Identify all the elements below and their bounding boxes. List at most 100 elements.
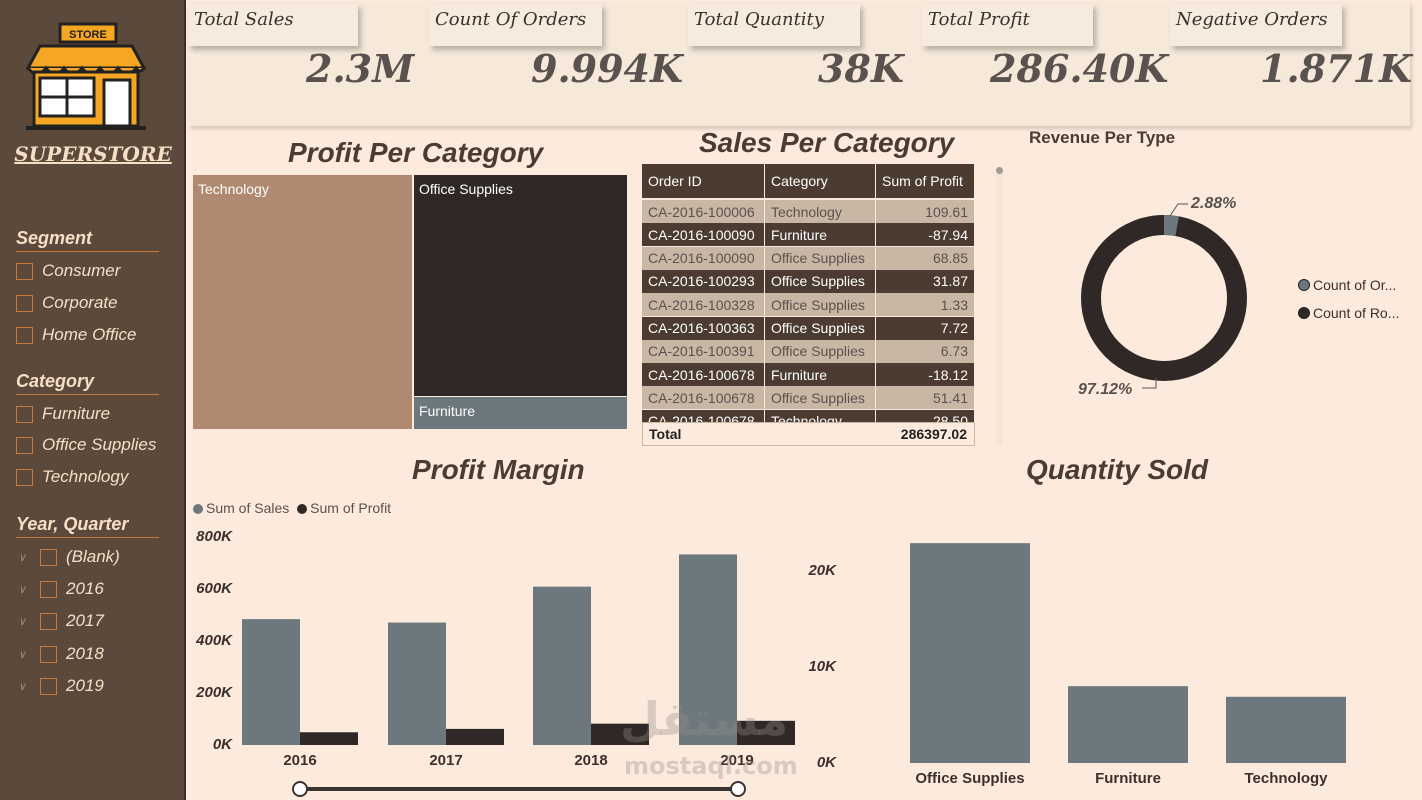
table-row[interactable]: CA-2016-100006 Technology 109.61 — [642, 200, 975, 223]
cell-order-id: CA-2016-100293 — [642, 269, 765, 293]
checkbox[interactable] — [40, 548, 57, 566]
cell-category: Office Supplies — [765, 316, 876, 340]
option-label: 2018 — [66, 644, 104, 663]
year-option-2019[interactable]: ∨ 2019 — [16, 675, 104, 697]
table-row[interactable]: CA-2016-100391 Office Supplies 6.73 — [642, 339, 975, 363]
checkbox[interactable] — [40, 645, 57, 663]
y-tick-label: 400K — [196, 632, 232, 649]
legend-item-count-of-rows[interactable]: Count of Ro... — [1298, 305, 1399, 321]
column-header-order-id[interactable]: Order ID — [642, 164, 765, 198]
checkbox[interactable] — [40, 580, 57, 598]
table-row[interactable]: CA-2016-100293 Office Supplies 31.87 — [642, 269, 975, 293]
cell-sum-of-profit: -87.94 — [876, 223, 975, 247]
sales-per-category-title: Sales Per Category — [699, 127, 955, 158]
option-label: Furniture — [42, 404, 111, 423]
treemap-cell-furniture[interactable]: Furniture — [414, 397, 627, 429]
cell-order-id: CA-2016-100006 — [642, 200, 765, 223]
treemap-cell-technology[interactable]: Technology — [193, 175, 412, 429]
chevron-down-icon[interactable]: ∨ — [17, 648, 27, 661]
checkbox[interactable] — [16, 436, 33, 454]
kpi-value-total-profit: 286.40K — [990, 46, 1169, 91]
x-tick-label: 2016 — [283, 752, 317, 769]
donut-slice-count-of-rows[interactable] — [1081, 215, 1247, 381]
year-option-2018[interactable]: ∨ 2018 — [16, 643, 104, 665]
kpi-label-total-sales: Total Sales — [188, 4, 358, 46]
chevron-down-icon[interactable]: ∨ — [17, 680, 27, 693]
cell-order-id: CA-2016-100678 — [642, 363, 765, 387]
checkbox[interactable] — [16, 468, 33, 486]
category-option-office-supplies[interactable]: Office Supplies — [16, 434, 156, 456]
chevron-down-icon[interactable]: ∨ — [17, 583, 27, 596]
checkbox[interactable] — [16, 294, 33, 312]
table-row[interactable]: CA-2016-100678 Office Supplies 51.41 — [642, 386, 975, 410]
leader-line-small — [1169, 203, 1188, 217]
table-row[interactable]: CA-2016-100090 Office Supplies 68.85 — [642, 246, 975, 270]
cell-category: Furniture — [765, 363, 876, 387]
table-header: Order ID Category Sum of Profit — [642, 164, 975, 198]
bar-sales-2018[interactable] — [533, 586, 591, 745]
legend-item-sum-of-sales[interactable]: Sum of Sales — [193, 500, 289, 516]
bar-quantity-technology[interactable] — [1226, 696, 1346, 763]
checkbox[interactable] — [16, 326, 33, 344]
y-tick-label: 200K — [196, 684, 232, 701]
bar-profit-2018[interactable] — [591, 723, 649, 745]
checkbox[interactable] — [40, 677, 57, 695]
checkbox[interactable] — [40, 612, 57, 630]
option-label: Home Office — [42, 325, 137, 344]
bar-quantity-office-supplies[interactable] — [910, 543, 1030, 763]
cell-order-id: CA-2016-100391 — [642, 339, 765, 363]
scroll-thumb[interactable] — [996, 167, 1003, 174]
legend-item-sum-of-profit[interactable]: Sum of Profit — [297, 500, 391, 516]
segment-option-home-office[interactable]: Home Office — [16, 324, 136, 346]
chevron-down-icon[interactable]: ∨ — [17, 551, 27, 564]
table-scrollbar[interactable] — [996, 167, 1003, 445]
bar-profit-2019[interactable] — [737, 720, 795, 745]
year-option-2016[interactable]: ∨ 2016 — [16, 578, 104, 600]
table-row[interactable]: CA-2016-100090 Furniture -87.94 — [642, 223, 975, 247]
checkbox[interactable] — [16, 262, 33, 280]
x-tick-label: 2017 — [429, 752, 463, 769]
profit-margin-chart — [242, 554, 795, 745]
kpi-label-total-profit: Total Profit — [922, 4, 1093, 46]
cell-sum-of-profit: 109.61 — [876, 200, 975, 223]
table-row[interactable]: CA-2016-100328 Office Supplies 1.33 — [642, 293, 975, 317]
bar-profit-2016[interactable] — [300, 732, 358, 745]
year-option-blank[interactable]: ∨ (Blank) — [16, 546, 120, 568]
profit-per-category-title: Profit Per Category — [288, 137, 544, 168]
sales-table: Order ID Category Sum of Profit CA-2016-… — [642, 164, 975, 446]
table-row[interactable]: CA-2016-100363 Office Supplies 7.72 — [642, 316, 975, 340]
option-label: Consumer — [42, 261, 121, 280]
category-option-furniture[interactable]: Furniture — [16, 403, 110, 425]
legend-item-count-of-orders[interactable]: Count of Or... — [1298, 277, 1396, 293]
legend-dot-icon — [193, 504, 203, 514]
chevron-down-icon[interactable]: ∨ — [17, 615, 27, 628]
x-tick-label: 2019 — [720, 752, 754, 769]
year-range-slider[interactable] — [290, 778, 750, 800]
category-option-technology[interactable]: Technology — [16, 466, 128, 488]
option-label: 2019 — [66, 676, 104, 695]
bar-sales-2017[interactable] — [388, 622, 446, 745]
checkbox[interactable] — [16, 405, 33, 423]
year-option-2017[interactable]: ∨ 2017 — [16, 610, 104, 632]
column-header-category[interactable]: Category — [765, 164, 876, 198]
bar-quantity-furniture[interactable] — [1068, 686, 1188, 763]
treemap-cell-office-supplies[interactable]: Office Supplies — [414, 175, 627, 396]
cell-order-id: CA-2016-100328 — [642, 293, 765, 317]
table-row[interactable]: CA-2016-100678 Furniture -18.12 — [642, 363, 975, 387]
donut-slice-count-of-orders[interactable] — [1081, 215, 1247, 381]
logo-text: STORE — [69, 29, 107, 41]
legend-label: Count of Ro... — [1313, 305, 1400, 321]
legend-label: Sum of Profit — [310, 500, 392, 516]
x-tick-label: Furniture — [1095, 770, 1161, 787]
bar-sales-2019[interactable] — [679, 554, 737, 745]
segment-option-corporate[interactable]: Corporate — [16, 292, 118, 314]
bar-profit-2017[interactable] — [446, 728, 504, 745]
slider-handle-end[interactable] — [730, 781, 746, 797]
bar-sales-2016[interactable] — [242, 619, 300, 745]
slider-handle-start[interactable] — [292, 781, 308, 797]
cell-category: Office Supplies — [765, 246, 876, 270]
segment-option-consumer[interactable]: Consumer — [16, 260, 120, 282]
cell-sum-of-profit: 51.41 — [876, 386, 975, 410]
cell-order-id: CA-2016-100090 — [642, 246, 765, 270]
column-header-sum-of-profit[interactable]: Sum of Profit — [876, 164, 975, 198]
